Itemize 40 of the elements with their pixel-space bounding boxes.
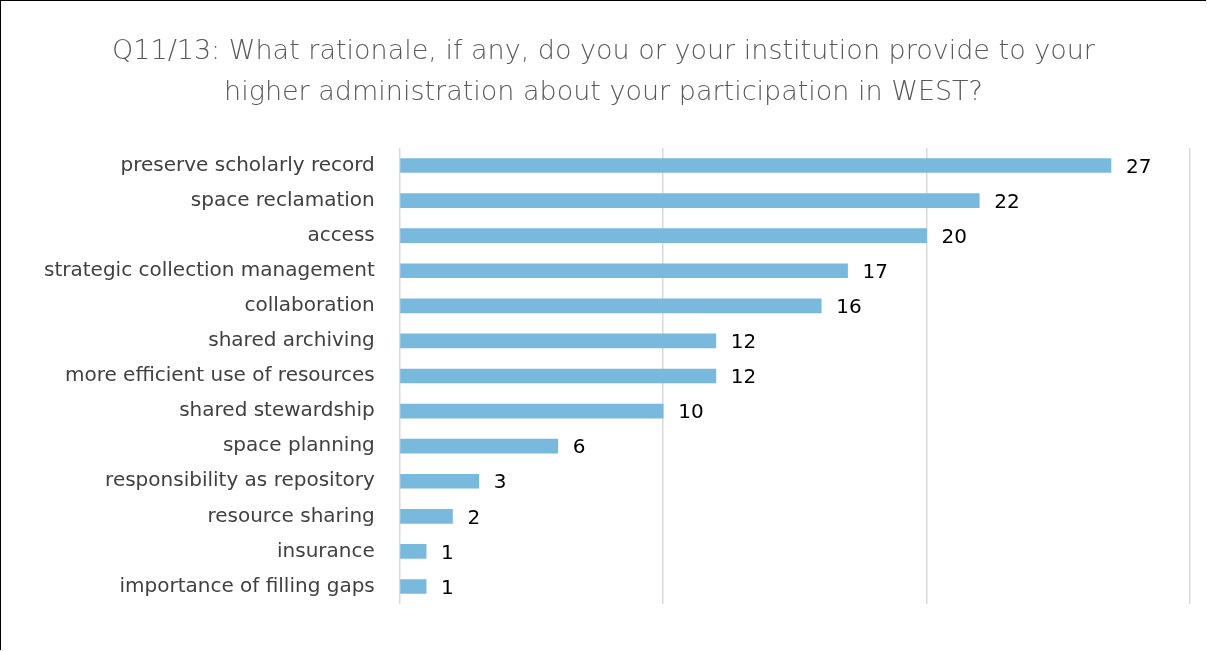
y-tick-label: access <box>307 221 375 246</box>
y-tick-label: space reclamation <box>190 186 375 211</box>
bar <box>400 544 427 559</box>
data-label: 27 <box>1125 153 1152 178</box>
y-tick-label: space planning <box>222 432 375 457</box>
data-label: 10 <box>678 399 704 424</box>
bar <box>400 579 427 594</box>
bar <box>400 263 848 279</box>
bar <box>400 403 664 419</box>
bar <box>400 438 559 454</box>
chart-title: Q11/13: What rationale, if any, do you or your institution provide to your higher administration about your participation in WEST? <box>111 33 1096 108</box>
y-tick-label: shared stewardship <box>179 397 375 422</box>
data-label: 12 <box>730 329 757 354</box>
data-label: 20 <box>941 223 968 248</box>
bar <box>400 298 822 314</box>
data-label: 1 <box>441 574 454 599</box>
data-label: 3 <box>493 469 507 494</box>
data-label: 17 <box>862 258 889 283</box>
y-tick-label: shared archiving <box>208 327 375 352</box>
y-tick-label: insurance <box>276 537 375 562</box>
data-label: 2 <box>467 504 481 529</box>
data-label: 1 <box>441 539 454 564</box>
data-label: 16 <box>836 294 862 319</box>
data-label: 6 <box>572 434 586 459</box>
y-tick-label: preserve scholarly record <box>120 151 375 176</box>
bar <box>400 368 717 384</box>
y-tick-label: responsibility as repository <box>105 467 375 492</box>
bar <box>400 473 480 489</box>
y-tick-label: importance of filling gaps <box>119 572 375 597</box>
bar <box>400 333 717 349</box>
data-label: 12 <box>730 364 757 389</box>
bar <box>400 508 453 524</box>
y-tick-label: collaboration <box>244 292 375 317</box>
y-tick-label: more efficient use of resources <box>64 362 375 387</box>
y-tick-label: strategic collection management <box>44 256 375 281</box>
data-label: 22 <box>994 188 1020 213</box>
y-tick-label: resource sharing <box>207 502 375 527</box>
bar <box>400 193 980 208</box>
bar <box>400 228 927 244</box>
bar <box>400 158 1112 173</box>
